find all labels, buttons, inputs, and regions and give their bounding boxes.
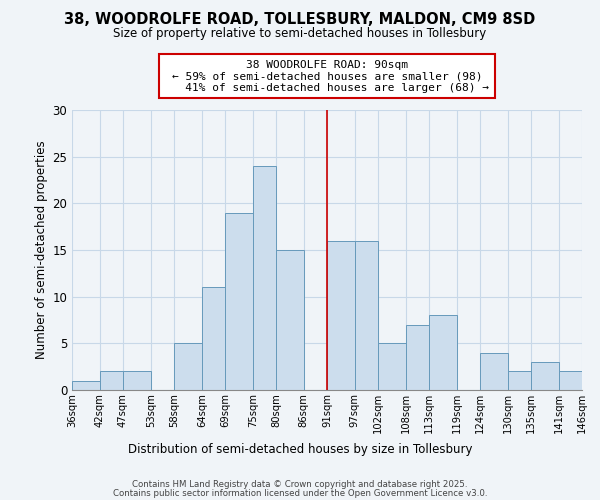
Text: Size of property relative to semi-detached houses in Tollesbury: Size of property relative to semi-detach… [113, 28, 487, 40]
Bar [123, 372, 151, 390]
Bar [355, 240, 378, 390]
Bar [253, 166, 276, 390]
Text: Contains public sector information licensed under the Open Government Licence v3: Contains public sector information licen… [113, 489, 487, 498]
Bar [480, 352, 508, 390]
Bar [174, 344, 202, 390]
Bar [202, 288, 225, 390]
Y-axis label: Number of semi-detached properties: Number of semi-detached properties [35, 140, 48, 360]
Bar [378, 344, 406, 390]
Bar [72, 380, 100, 390]
Bar [429, 316, 457, 390]
Text: 38, WOODROLFE ROAD, TOLLESBURY, MALDON, CM9 8SD: 38, WOODROLFE ROAD, TOLLESBURY, MALDON, … [64, 12, 536, 28]
Bar [531, 362, 559, 390]
Text: Distribution of semi-detached houses by size in Tollesbury: Distribution of semi-detached houses by … [128, 442, 472, 456]
Bar [406, 324, 429, 390]
Bar [508, 372, 531, 390]
Bar [225, 212, 253, 390]
Text: 38 WOODROLFE ROAD: 90sqm
← 59% of semi-detached houses are smaller (98)
   41% o: 38 WOODROLFE ROAD: 90sqm ← 59% of semi-d… [165, 60, 489, 93]
Bar [559, 372, 582, 390]
Bar [327, 240, 355, 390]
Bar [276, 250, 304, 390]
Text: Contains HM Land Registry data © Crown copyright and database right 2025.: Contains HM Land Registry data © Crown c… [132, 480, 468, 489]
Bar [582, 380, 600, 390]
Bar [100, 372, 123, 390]
